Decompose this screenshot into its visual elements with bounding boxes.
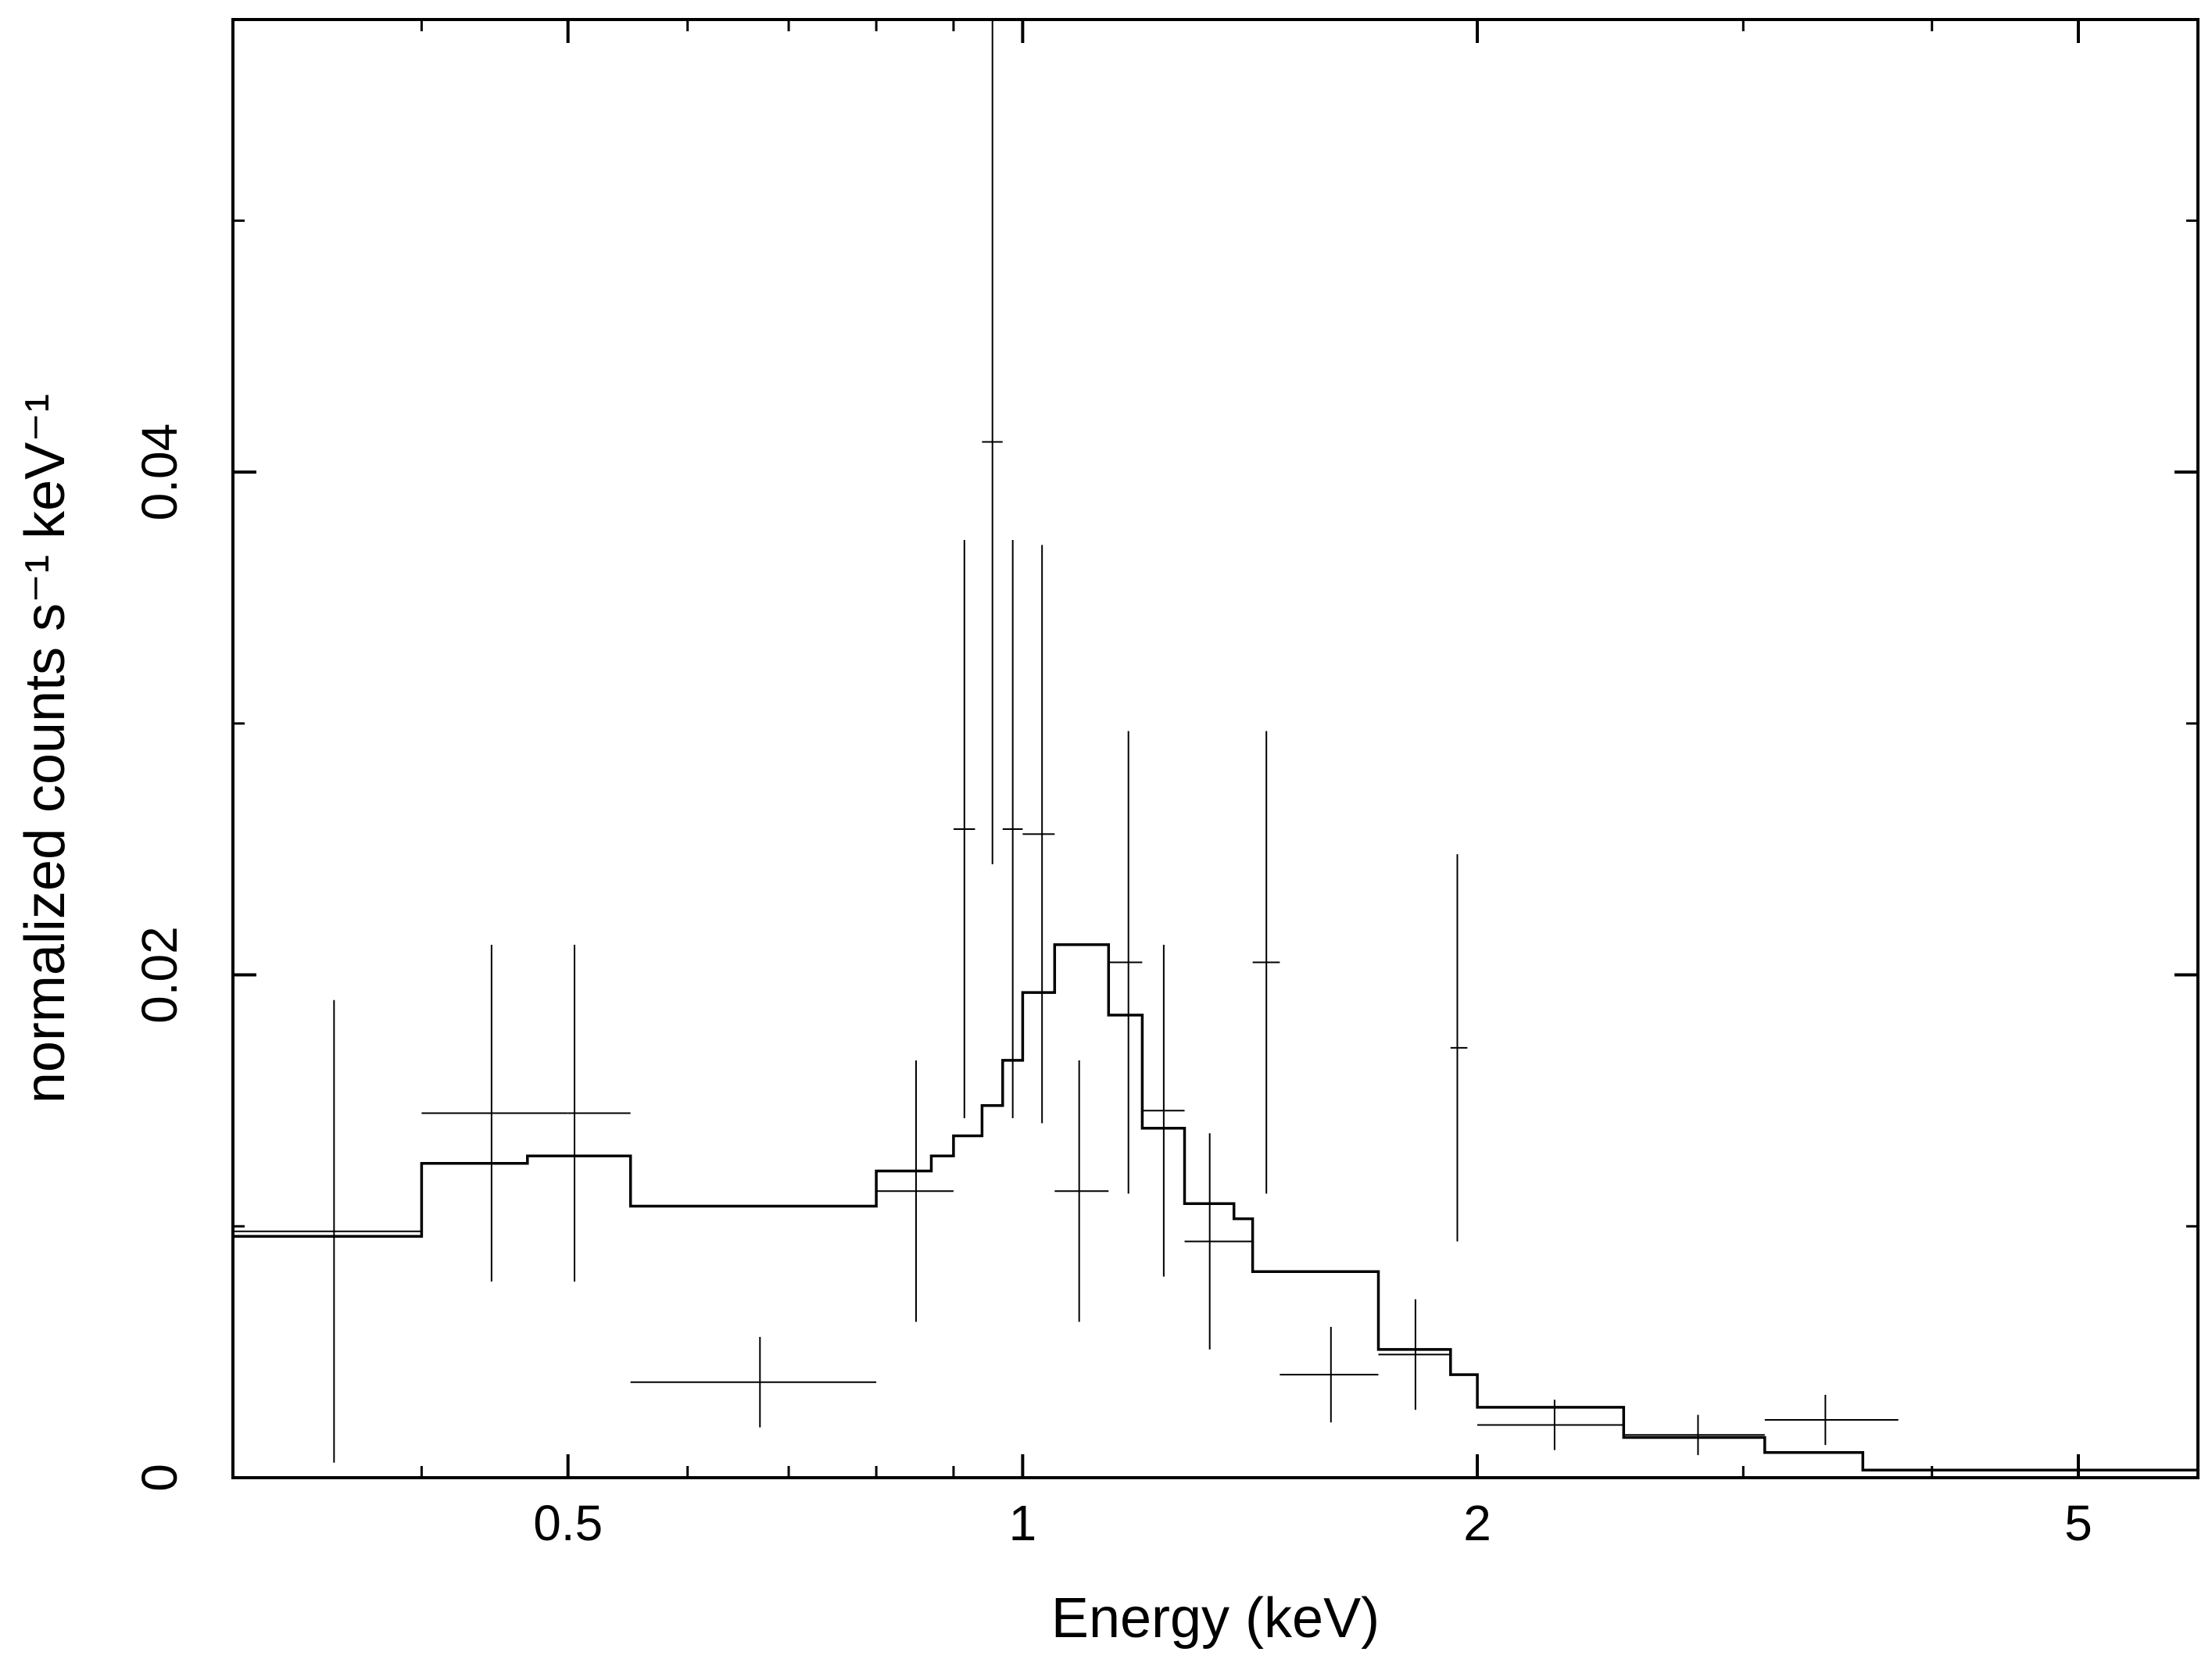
y-axis-label: normalized counts s⁻¹ keV⁻¹ <box>14 394 77 1103</box>
data-point <box>876 1060 954 1322</box>
y-tick-label: 0 <box>131 1464 188 1492</box>
data-point <box>1184 1133 1253 1350</box>
data-point <box>1252 731 1280 1194</box>
x-axis-label: Energy (keV) <box>1051 1587 1380 1650</box>
data-points <box>233 20 2198 1475</box>
tick-labels: 0.5 1 2 5 0 0.02 0.04 <box>131 424 2092 1551</box>
y-tick-label: 0.02 <box>131 926 188 1024</box>
plot-frame <box>231 18 2199 1479</box>
data-point <box>1280 1326 1379 1423</box>
data-point <box>421 944 568 1282</box>
x-tick-label: 0.5 <box>533 1495 603 1551</box>
y-tick-label: 0.04 <box>131 424 188 521</box>
x-tick-label: 1 <box>1009 1495 1037 1551</box>
data-point <box>953 539 975 1118</box>
x-tick-label: 5 <box>2064 1495 2092 1551</box>
data-point <box>1898 1464 2198 1475</box>
data-point <box>1450 854 1468 1242</box>
data-point <box>1623 1414 1765 1456</box>
data-point <box>1054 1060 1109 1322</box>
data-point <box>1002 539 1023 1118</box>
x-tick-label: 2 <box>1463 1495 1491 1551</box>
data-point <box>630 1336 877 1428</box>
data-point <box>1477 1400 1624 1450</box>
data-point <box>567 944 631 1282</box>
data-point <box>1142 944 1185 1277</box>
model-histogram <box>233 943 2198 1472</box>
data-point <box>1022 545 1055 1124</box>
data-point <box>233 999 422 1463</box>
axis-ticks <box>233 20 2198 1479</box>
data-point <box>1764 1394 1899 1446</box>
data-point <box>1378 1299 1451 1411</box>
data-point <box>1108 731 1143 1194</box>
model-step-line <box>233 943 2198 1472</box>
data-point <box>982 20 1003 864</box>
